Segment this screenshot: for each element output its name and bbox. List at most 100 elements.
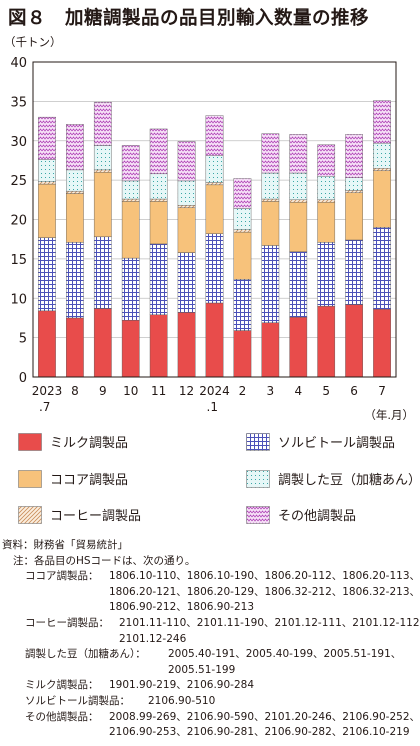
y-unit-label: （千トン） <box>4 35 62 49</box>
legend-item: ココア調製品 <box>18 469 128 488</box>
bar-segment-sorbitol <box>149 243 168 315</box>
legend-item: ミルク調製品 <box>18 432 128 451</box>
bar-segment-other <box>289 134 308 174</box>
bar-segment-milk <box>373 309 391 378</box>
note-heading: 注：各品目のHSコードは、次の通り。 <box>13 554 196 567</box>
bar-segment-coffee <box>373 168 391 171</box>
bar-segment-other <box>373 100 391 144</box>
bar-segment-sorbitol <box>38 237 56 312</box>
legend-swatch <box>246 432 270 451</box>
legend-swatch <box>18 432 42 451</box>
bar-segment-other <box>317 144 336 177</box>
note-other-codes-2: 2106.90-253、2106.90-281、2106.90-282、2106… <box>109 726 410 739</box>
bar-segment-coffee <box>345 190 363 193</box>
legend-label: コーヒー調製品 <box>50 509 142 524</box>
x-tick-label: 4 <box>294 384 302 398</box>
bar-segment-other <box>149 128 168 175</box>
note-other-codes-1: 2008.99-269、2106.90-590、2101.20-246、2106… <box>109 710 420 723</box>
bar-segment-sorbitol <box>261 245 280 323</box>
bar-segment-sorbitol <box>317 242 336 307</box>
x-tick-label: .1 <box>207 400 218 414</box>
legend-swatch <box>18 505 42 524</box>
bar-segment-milk <box>317 305 336 378</box>
bar-segment-sorbitol <box>121 257 140 321</box>
bar-segment-cocoa <box>93 172 112 238</box>
bar-segment-cocoa <box>121 201 140 259</box>
y-tick-label: 10 <box>10 292 27 307</box>
bar-segment-milk <box>205 302 224 378</box>
bar-segment-other <box>93 101 112 146</box>
y-tick-label: 30 <box>10 135 27 150</box>
note-coffee-label: コーヒー調製品： <box>25 617 109 629</box>
x-tick-label: 11 <box>151 384 166 398</box>
bar-segment-bean <box>121 180 140 200</box>
bar-segment-coffee <box>38 181 56 185</box>
legend-label: 調製した豆（加糖あん） <box>278 473 420 488</box>
y-tick-label: 35 <box>10 95 27 110</box>
bar-segment-sorbitol <box>177 252 196 313</box>
x-tick-label: 10 <box>123 384 138 398</box>
y-tick-label: 0 <box>19 371 27 386</box>
bar-segment-other <box>205 115 224 156</box>
bar-segment-bean <box>345 177 363 191</box>
bar-segment-bean <box>233 208 252 230</box>
bar-segment-bean <box>205 155 224 183</box>
bar-segment-bean <box>373 142 391 169</box>
x-tick-label: 2 <box>239 384 247 398</box>
bar-segment-other <box>177 141 196 182</box>
plot-frame <box>32 61 397 378</box>
legend-item: ソルビトール調製品 <box>246 432 395 451</box>
bar-segment-milk <box>93 308 112 378</box>
y-tick-label: 20 <box>10 214 27 229</box>
x-tick-label: 7 <box>378 384 386 398</box>
bar-segment-cocoa <box>205 184 224 234</box>
legend-item: 調製した豆（加糖あん） <box>246 469 420 488</box>
x-tick-label: 8 <box>71 384 79 398</box>
legend-label: ミルク調製品 <box>50 436 129 451</box>
legend-swatch <box>246 505 270 524</box>
bar-segment-sorbitol <box>345 239 363 305</box>
bar-segment-milk <box>177 312 196 378</box>
x-tick-label: 2023 <box>32 384 63 398</box>
note-other-label: その他調製品： <box>25 710 99 723</box>
bar-segment-bean <box>93 145 112 171</box>
note-coffee-codes-1: 2101.11-110、2101.11-190、2101.12-111、2101… <box>119 617 420 629</box>
x-tick-label: 12 <box>179 384 194 398</box>
bar-segment-sorbitol <box>66 242 84 319</box>
bar-segment-cocoa <box>317 201 336 243</box>
bar-segment-coffee <box>66 190 84 194</box>
bar-segment-cocoa <box>38 183 56 238</box>
note-coffee-codes-2: 2101.12-246 <box>119 632 187 645</box>
note-cocoa-label: ココア調製品： <box>25 570 99 583</box>
legend-swatch <box>18 469 42 488</box>
note-milk-codes: 1901.90-219、2106.90-284 <box>109 679 255 692</box>
bar-segment-coffee <box>261 198 280 202</box>
bar-segment-other <box>261 133 280 174</box>
source-note: 資料：財務省「貿易統計」 <box>2 539 128 551</box>
bar-segment-sorbitol <box>289 251 308 318</box>
y-tick-label: 25 <box>10 174 27 189</box>
x-tick-label: .7 <box>39 400 50 414</box>
bar-segment-coffee <box>93 169 112 173</box>
bar-segment-bean <box>38 159 56 182</box>
chart-title: 図８ 加糖調製品の品目別輸入数量の推移 <box>8 8 370 29</box>
legend-swatch <box>246 469 270 488</box>
bar-segment-cocoa <box>289 201 308 252</box>
y-tick-label: 15 <box>10 253 27 268</box>
x-tick-label: 5 <box>322 384 330 398</box>
bar-segment-milk <box>261 322 280 378</box>
bar-segment-cocoa <box>149 201 168 245</box>
legend-item: その他調製品 <box>246 505 356 524</box>
bar-segment-sorbitol <box>373 227 391 310</box>
y-tick-label: 40 <box>10 56 27 71</box>
note-cocoa-codes-3: 1806.90-212、1806.90-213 <box>109 601 255 614</box>
note-bean-codes-1: 2005.40-191、2005.40-199、2005.51-191、 <box>168 648 402 661</box>
bar-segment-other <box>121 145 140 182</box>
bar-segment-milk <box>289 316 308 378</box>
bar-segment-bean <box>177 180 196 206</box>
bar-segment-cocoa <box>345 192 363 241</box>
bar-segment-bean <box>149 173 168 200</box>
bar-segment-cocoa <box>261 201 280 246</box>
bar-segment-coffee <box>121 198 140 202</box>
